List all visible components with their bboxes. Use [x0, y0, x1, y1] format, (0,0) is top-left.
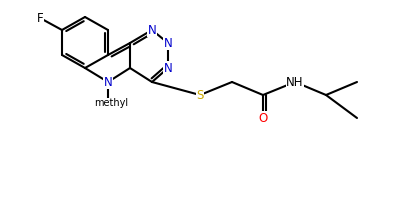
Text: N: N: [103, 76, 112, 89]
Text: O: O: [258, 111, 267, 124]
Text: NH: NH: [286, 76, 304, 89]
Text: S: S: [196, 89, 204, 102]
Text: N: N: [164, 36, 172, 49]
Text: methyl: methyl: [94, 98, 128, 108]
Text: F: F: [36, 12, 43, 25]
Text: N: N: [148, 23, 156, 36]
Text: N: N: [164, 62, 172, 75]
